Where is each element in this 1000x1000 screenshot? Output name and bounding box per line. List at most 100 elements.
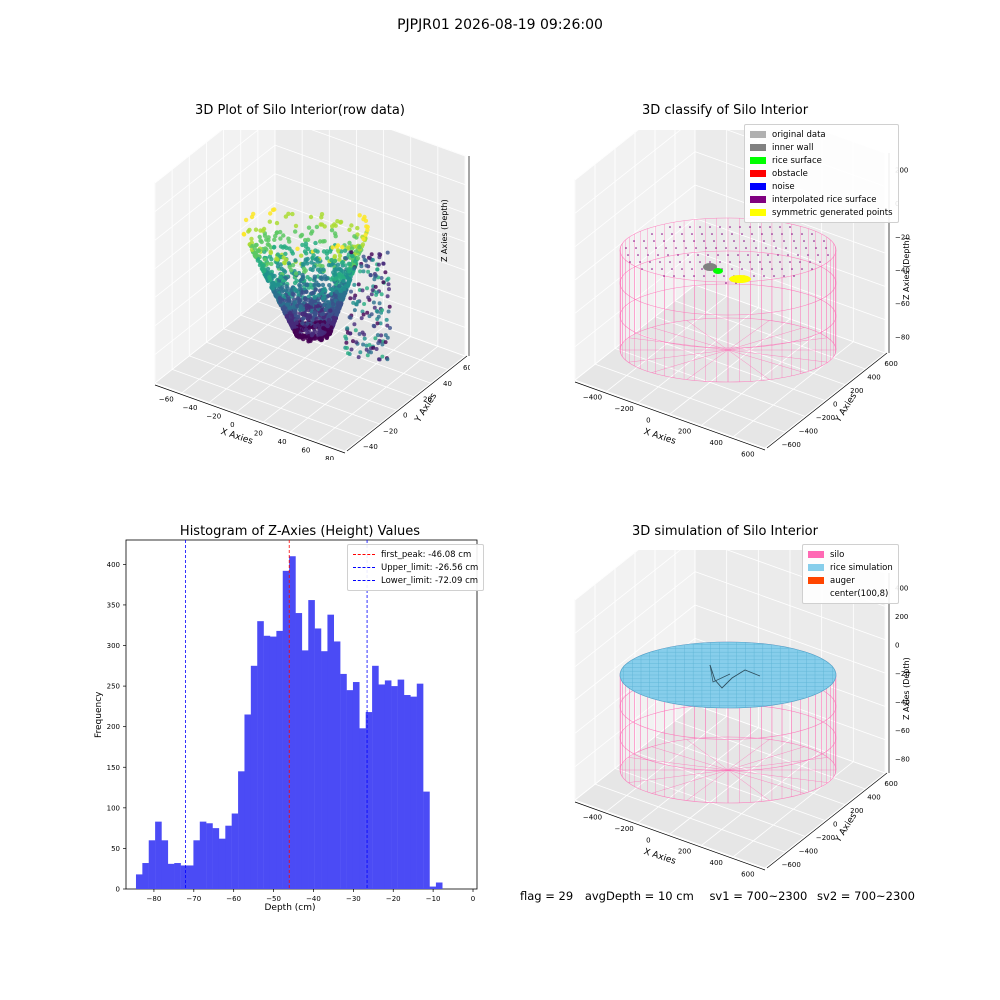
legend-label: Lower_limit: -72.09 cm [381,575,479,586]
data-point [243,217,249,223]
data-point [352,308,357,313]
figure-title: PJPJR01 2026-08-19 09:26:00 [397,17,603,33]
histogram-bar [346,690,354,889]
interpolated-point [789,261,791,263]
data-point [348,315,353,320]
data-point [306,307,311,313]
x-axis-line [574,381,766,451]
data-point [300,272,305,278]
silo-spoke [727,746,805,771]
x-tick-label: −40 [306,895,321,903]
status-sv1: sv1 = 700~2300 [709,889,808,903]
y-tick-label: 600 [884,360,897,368]
y-tick-label: 0 [833,401,837,409]
data-point [361,236,366,242]
grid-line [154,287,276,384]
data-point [335,248,341,253]
silo-spoke [727,320,770,351]
interpolated-point [793,275,795,277]
interpolated-point [775,247,777,249]
data-point [303,241,309,246]
interpolated-point [707,254,709,256]
legend-swatch [808,590,824,597]
interpolated-point [715,247,717,249]
y-tick-label: −400 [799,428,818,436]
interpolated-point [805,247,807,249]
silo-spoke [686,349,729,380]
histogram-bar [180,865,188,889]
legend-entry: interpolated rice surface [750,193,893,206]
data-point [338,289,343,294]
interpolated-point [773,275,775,277]
data-point [342,248,348,253]
interpolated-point [767,254,769,256]
data-point [372,305,377,310]
grid-line [154,259,276,355]
grid-line [764,772,886,869]
data-point [355,256,361,261]
y-tick-label: 0 [116,886,120,894]
interpolated-point [713,275,715,277]
data-point [269,261,274,267]
x-tick-label: −20 [386,895,401,903]
legend-label: symmetric generated points [772,207,893,218]
interpolated-point [689,261,691,263]
data-point [379,333,384,338]
interpolated-point [697,254,699,256]
data-point [313,240,318,246]
data-point [246,229,251,234]
data-point [337,272,342,277]
data-point [298,304,303,309]
x-tick-label: 60 [301,446,310,454]
data-point [383,340,388,345]
grid-line [764,352,886,449]
data-point [332,272,338,277]
rice-surface-cluster [713,268,723,274]
data-point [274,292,280,298]
data-point [377,252,382,257]
data-point [364,343,369,348]
silo-spoke [628,337,729,351]
interpolated-point [725,247,727,249]
interpolated-point [657,254,659,256]
data-point [352,282,357,287]
data-point [365,310,370,315]
legend-label: inner wall [772,142,814,153]
x-tick-label: 40 [278,438,287,446]
data-point [344,340,349,345]
data-point [286,236,291,241]
data-point [366,295,371,300]
interpolated-point [817,254,819,256]
panel1-zlabel: Z Axies (Depth) [440,199,449,262]
data-point [254,242,259,248]
interpolated-point [651,233,653,235]
data-point [367,343,372,347]
x-tick-label: −20 [206,412,221,420]
data-point [280,245,286,250]
interpolated-point [721,233,723,235]
data-point [284,257,289,262]
x-tick-label: 400 [710,859,723,867]
interpolated-point [671,233,673,235]
data-point [352,234,357,239]
interpolated-point [779,261,781,263]
data-point [285,302,290,307]
data-point [369,252,374,257]
data-point [308,267,313,272]
grid-line [694,284,886,354]
y-tick-label: 300 [107,642,120,650]
histogram-bar [155,821,162,889]
data-point [337,304,342,310]
data-point [304,282,310,287]
x-tick-label: 600 [741,870,754,878]
data-point [358,269,363,274]
silo-spoke [628,757,729,771]
data-point [256,248,261,253]
data-point [328,329,333,334]
data-point [333,223,338,228]
data-point [274,220,280,226]
interpolated-point [791,268,793,270]
legend-label: noise [772,181,795,192]
silo-spoke [727,349,828,363]
interpolated-point [783,240,785,242]
